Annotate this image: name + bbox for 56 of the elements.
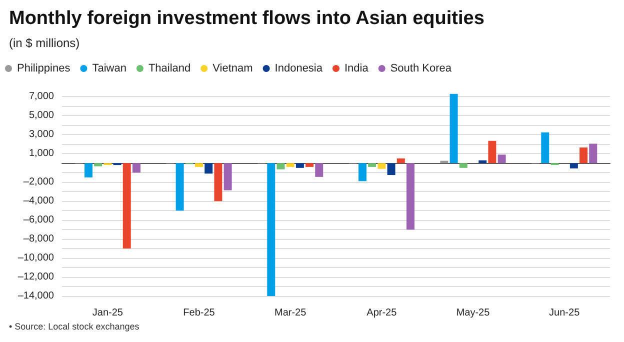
bar [488, 140, 496, 164]
bar [541, 132, 550, 164]
y-tick-label: –4,000 [23, 196, 54, 207]
bar [84, 163, 92, 178]
x-tick-label: Mar-25 [274, 308, 307, 318]
text: • Source: Local stock exchanges [9, 322, 140, 332]
x-tick-label: Jan-25 [92, 308, 124, 318]
legend-label: South Korea [390, 62, 452, 74]
bar [498, 154, 506, 164]
legend-label: Thailand [148, 62, 191, 74]
x-tick-label: Apr-25 [366, 308, 398, 318]
bar [580, 148, 588, 164]
legend-label: Indonesia [274, 62, 324, 74]
bar [276, 163, 285, 170]
bar [450, 94, 458, 164]
y-tick-label: –10,000 [18, 252, 54, 264]
y-tick-label: –12,000 [18, 272, 54, 283]
y-tick-label: –14,000 [18, 290, 54, 302]
chart-subtitle: (in $ millions) [9, 36, 80, 50]
y-tick-label: 7,000 [28, 91, 54, 102]
bar [396, 158, 405, 164]
x-tick-label: May-25 [456, 308, 490, 318]
bar [296, 163, 304, 168]
bar [204, 163, 213, 174]
bar [589, 144, 598, 164]
bar [368, 163, 376, 167]
bar [122, 163, 131, 249]
bar [195, 163, 203, 167]
bar [406, 163, 414, 230]
bar [214, 163, 222, 202]
legend-label: India [344, 62, 370, 74]
bar [315, 163, 324, 177]
y-tick-label: –2,000 [23, 176, 54, 188]
legend-label: Taiwan [92, 62, 126, 74]
bar [358, 163, 366, 182]
bar [459, 163, 468, 168]
bar [132, 163, 140, 173]
bar [306, 163, 314, 167]
bar [387, 163, 396, 176]
y-tick-label: –8,000 [23, 234, 54, 245]
legend-label: Philippines [17, 62, 71, 74]
legend-label: Vietnam [212, 62, 253, 74]
chart-title: Monthly foreign investment flows into Asian equities [9, 8, 484, 29]
bar [267, 163, 276, 296]
bar [176, 163, 184, 211]
x-tick-label: Feb-25 [183, 308, 216, 318]
y-tick-label: 5,000 [28, 110, 54, 122]
y-tick-label: 3,000 [28, 129, 54, 140]
bar [570, 163, 578, 168]
x-tick-label: Jun-25 [549, 308, 580, 318]
bar [224, 163, 232, 190]
y-tick-label: 1,000 [28, 148, 54, 160]
y-tick-label: –6,000 [23, 214, 54, 226]
bar [94, 163, 102, 166]
bar [378, 163, 386, 169]
bar [286, 163, 294, 167]
